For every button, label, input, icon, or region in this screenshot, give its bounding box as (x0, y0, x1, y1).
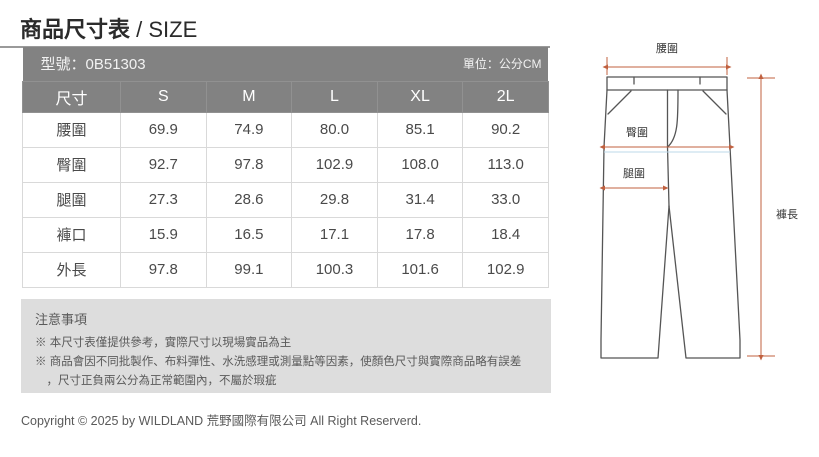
svg-text:腰圍: 腰圍 (656, 42, 678, 55)
svg-text:腿圍: 腿圍 (623, 167, 645, 180)
svg-text:臀圍: 臀圍 (626, 126, 648, 139)
svg-text:褲長: 褲長 (776, 207, 798, 221)
